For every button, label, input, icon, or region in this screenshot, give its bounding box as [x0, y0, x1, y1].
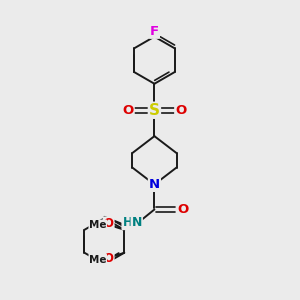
- Text: F: F: [150, 25, 159, 38]
- Text: Me: Me: [89, 220, 106, 230]
- Text: Me: Me: [89, 254, 106, 265]
- Text: O: O: [122, 104, 134, 117]
- Text: O: O: [175, 104, 187, 117]
- Text: O: O: [103, 252, 114, 265]
- Text: O: O: [177, 203, 189, 216]
- Text: H: H: [122, 216, 132, 229]
- Text: S: S: [149, 103, 160, 118]
- Text: O: O: [103, 218, 114, 230]
- Text: N: N: [132, 216, 142, 229]
- Text: N: N: [149, 178, 160, 191]
